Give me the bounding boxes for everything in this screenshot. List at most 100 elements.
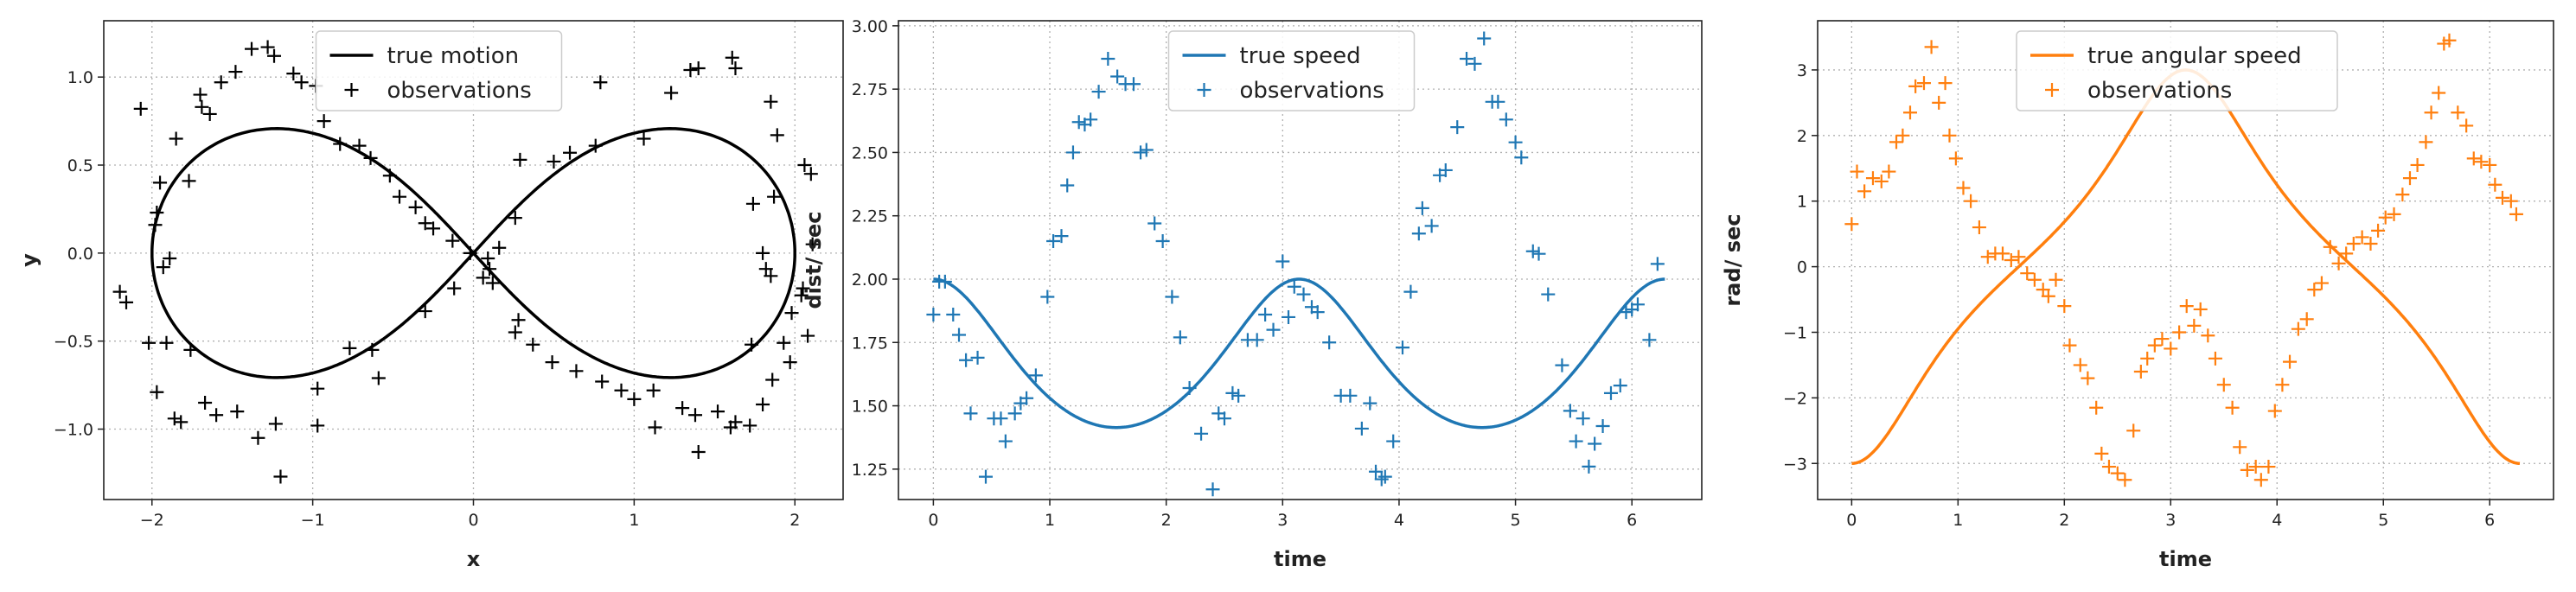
- y-tick-label: 1.50: [852, 398, 888, 417]
- observation-point: [1924, 40, 1939, 54]
- observation-point: [119, 295, 134, 309]
- observation-point: [2172, 325, 2187, 340]
- observation-point: [2208, 351, 2222, 366]
- legend: true speed observations: [1167, 30, 1416, 111]
- observation-point: [2027, 272, 2042, 287]
- observation-point: [646, 383, 661, 398]
- observation-point: [1514, 150, 1529, 165]
- legend-marker-swatch: [344, 83, 359, 97]
- observation-point: [1205, 482, 1220, 497]
- observation-point: [1460, 51, 1474, 66]
- y-tick-label: 2.25: [852, 207, 888, 226]
- observation-point: [595, 374, 610, 389]
- observation-point: [764, 94, 778, 109]
- x-tick-label: 0: [468, 511, 478, 530]
- x-tick-label: 3: [2165, 511, 2176, 530]
- observation-point: [447, 281, 462, 296]
- x-tick-label: 5: [1511, 511, 1521, 530]
- legend-marker-swatch: [1197, 83, 1211, 97]
- observation-point: [1275, 254, 1290, 269]
- observation-point: [1322, 335, 1337, 350]
- observation-point: [156, 260, 170, 275]
- observation-point: [245, 41, 259, 56]
- y-tick-label: −2: [1783, 389, 1807, 408]
- observation-point: [627, 391, 642, 406]
- axes-frame: [1817, 20, 2554, 500]
- observation-point: [2363, 237, 2378, 251]
- observation-point: [363, 150, 378, 165]
- observation-point: [777, 335, 791, 350]
- x-tick-label: 4: [2272, 511, 2282, 530]
- observation-point: [2410, 157, 2425, 172]
- observation-point: [2164, 341, 2178, 356]
- observation-point: [352, 138, 367, 153]
- observation-point: [691, 445, 706, 460]
- x-tick-label: −1: [301, 511, 325, 530]
- x-tick-label: −2: [140, 511, 164, 530]
- observation-point: [2283, 354, 2298, 369]
- observation-point: [1065, 145, 1080, 160]
- observation-point: [797, 158, 812, 173]
- x-tick-label: 1: [629, 511, 639, 530]
- observation-point: [174, 415, 189, 430]
- legend-marker-swatch: [2045, 83, 2059, 97]
- observation-point: [2483, 157, 2497, 172]
- observation-point: [426, 221, 441, 236]
- observation-point: [784, 306, 799, 321]
- observation-point: [2094, 446, 2109, 461]
- observation-point: [2432, 86, 2446, 100]
- observation-point: [142, 335, 157, 350]
- x-tick-label: 1: [1045, 511, 1055, 530]
- observation-point: [1630, 297, 1645, 312]
- observation-point: [1217, 411, 1231, 426]
- observation-point: [2179, 299, 2194, 314]
- observation-point: [2275, 378, 2290, 392]
- observation-point: [267, 48, 282, 63]
- observation-point: [2331, 256, 2346, 271]
- observation-point: [2314, 276, 2329, 290]
- observation-point: [2133, 365, 2148, 379]
- observation-point: [959, 353, 974, 367]
- y-tick-label: 1.75: [852, 334, 888, 353]
- observation-point: [1563, 404, 1577, 418]
- y-tick-label: 1: [1797, 193, 1807, 212]
- y-tick-label: 2.00: [852, 271, 888, 290]
- x-tick-label: 6: [1627, 511, 1637, 530]
- observation-point: [805, 237, 820, 251]
- x-tick-label: 6: [2484, 511, 2495, 530]
- observation-point: [926, 308, 941, 322]
- observation-point: [1588, 436, 1602, 451]
- observation-point: [588, 138, 603, 153]
- observation-point: [1895, 128, 1910, 143]
- observation-point: [1250, 333, 1264, 347]
- observation-point: [195, 99, 209, 114]
- observation-point: [1231, 388, 1246, 403]
- observation-point: [1054, 229, 1069, 244]
- observation-point: [1083, 112, 1098, 127]
- observation-point: [648, 420, 662, 435]
- observation-point: [728, 60, 743, 75]
- observation-point: [2299, 312, 2314, 327]
- observation-point: [745, 337, 759, 352]
- y-tick-label: 1.0: [67, 68, 93, 87]
- observation-point: [563, 145, 578, 160]
- chart-panel-1: −2 −1 0 1 2 −1.0 −0.5 0.0 0.5 1.0 x y true motion obs…: [17, 20, 844, 571]
- chart-panel-2: 0 1 2 3 4 5 6 1.25 1.50 1.75 2.00 2.25 2.50 2.75 3.00 t…: [802, 17, 1703, 571]
- observation-point: [1182, 381, 1197, 396]
- x-tick-label: 2: [1161, 511, 1172, 530]
- observation-point: [569, 364, 584, 379]
- observation-point: [150, 385, 164, 399]
- observation-point: [2225, 400, 2240, 415]
- legend-label-true: true speed: [1240, 43, 1361, 69]
- observation-point: [408, 200, 423, 214]
- observation-point: [2253, 473, 2268, 487]
- observation-point: [198, 395, 213, 410]
- observation-point: [764, 269, 778, 283]
- observation-point: [1147, 216, 1162, 231]
- y-tick-label: −3: [1783, 455, 1807, 474]
- observation-point: [342, 341, 357, 355]
- legend-box: [315, 30, 563, 111]
- observation-point: [970, 350, 985, 365]
- observation-point: [2371, 223, 2386, 238]
